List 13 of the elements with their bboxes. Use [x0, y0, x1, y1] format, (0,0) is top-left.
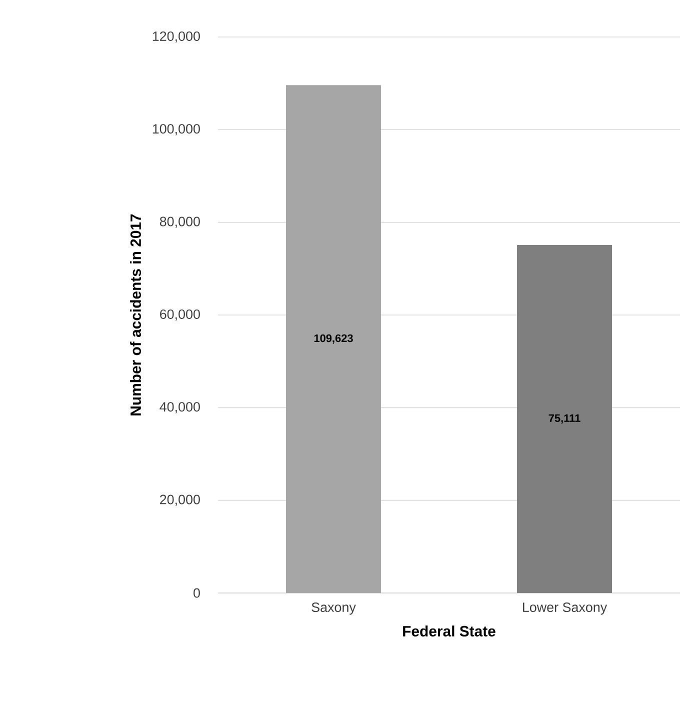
data-label: 109,623 — [314, 334, 353, 344]
data-label: 75,111 — [548, 414, 580, 424]
y-tick-label: 80,000 — [160, 216, 200, 228]
y-tick-label: 40,000 — [160, 402, 200, 414]
y-tick-label: 20,000 — [160, 494, 200, 506]
y-tick-label: 100,000 — [152, 124, 200, 136]
x-tick-label: Lower Saxony — [523, 602, 608, 615]
y-tick-label: 60,000 — [160, 309, 200, 321]
x-axis-title: Federal State — [403, 626, 496, 637]
y-axis-title: Number of accidents in 2017 — [130, 214, 142, 416]
y-tick-label: 120,000 — [152, 31, 200, 43]
x-tick-label: Saxony — [312, 602, 356, 615]
y-tick-label: 0 — [194, 588, 200, 598]
